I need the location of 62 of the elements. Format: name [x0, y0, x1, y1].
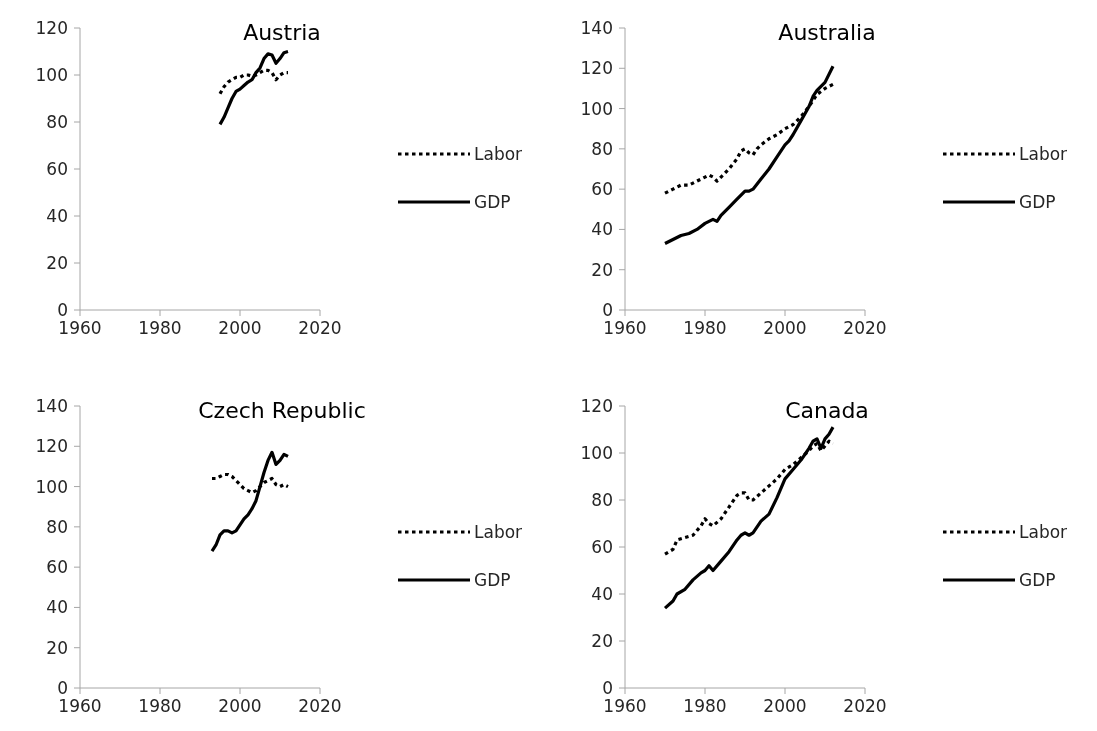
x-tick-label: 2020: [843, 318, 887, 338]
x-tick-label: 1980: [138, 696, 182, 716]
y-tick-label: 20: [591, 630, 613, 651]
x-tick-label: 1980: [683, 318, 727, 338]
legend-label: Labor: [1019, 143, 1068, 164]
y-tick-label: 40: [591, 583, 613, 604]
y-tick-label: 20: [46, 252, 68, 273]
chart-title: Canada: [785, 398, 869, 423]
y-tick-label: 0: [57, 677, 68, 698]
chart-title: Australia: [778, 20, 876, 45]
y-tick-label: 60: [591, 536, 613, 557]
legend-label: GDP: [1019, 569, 1056, 590]
legend-label: Labor: [1019, 521, 1068, 542]
y-tick-label: 0: [602, 677, 613, 698]
y-tick-label: 0: [602, 299, 613, 320]
line-series: [663, 64, 835, 246]
line-series: [210, 450, 290, 553]
y-tick-label: 80: [46, 516, 68, 537]
legend-label: GDP: [474, 569, 511, 590]
y-tick-label: 40: [46, 597, 68, 618]
x-tick-label: 1980: [138, 318, 182, 338]
x-tick-label: 1960: [58, 696, 102, 716]
y-tick-label: 20: [591, 259, 613, 280]
x-tick-label: 1980: [683, 696, 727, 716]
y-tick-label: 0: [57, 299, 68, 320]
x-tick-label: 1960: [603, 318, 647, 338]
y-tick-label: 140: [580, 17, 613, 38]
x-tick-label: 2000: [218, 696, 262, 716]
y-tick-label: 120: [580, 395, 613, 416]
x-tick-label: 2000: [763, 318, 807, 338]
y-tick-label: 120: [35, 436, 68, 457]
x-tick-label: 2020: [843, 696, 887, 716]
y-tick-label: 60: [46, 557, 68, 578]
y-tick-label: 100: [580, 98, 613, 119]
line-series: [663, 425, 835, 610]
chart-title: Czech Republic: [198, 398, 366, 423]
x-tick-label: 2020: [298, 696, 342, 716]
legend-label: Labor: [474, 521, 523, 542]
y-tick-label: 80: [591, 489, 613, 510]
y-tick-label: 60: [591, 179, 613, 200]
y-tick-label: 100: [35, 64, 68, 85]
y-tick-label: 120: [35, 17, 68, 38]
y-tick-label: 100: [35, 476, 68, 497]
x-tick-label: 2000: [763, 696, 807, 716]
line-series: [218, 49, 290, 126]
x-tick-label: 2020: [298, 318, 342, 338]
y-tick-label: 40: [46, 205, 68, 226]
x-tick-label: 1960: [58, 318, 102, 338]
y-tick-label: 20: [46, 637, 68, 658]
y-tick-label: 80: [46, 111, 68, 132]
y-tick-label: 140: [35, 395, 68, 416]
legend-label: GDP: [474, 191, 511, 212]
legend-label: GDP: [1019, 191, 1056, 212]
y-tick-label: 120: [580, 58, 613, 79]
y-tick-label: 60: [46, 158, 68, 179]
y-tick-label: 80: [591, 138, 613, 159]
legend-label: Labor: [474, 143, 523, 164]
x-tick-label: 2000: [218, 318, 262, 338]
y-tick-label: 100: [580, 442, 613, 463]
chart-title: Austria: [243, 20, 321, 45]
x-tick-label: 1960: [603, 696, 647, 716]
y-tick-label: 40: [591, 219, 613, 240]
